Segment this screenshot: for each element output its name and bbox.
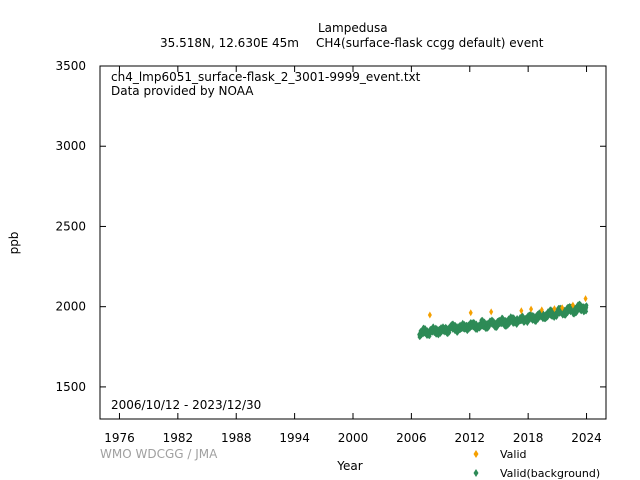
chart-species: CH4(surface-flask ccgg default) event [316,36,544,50]
chart-station: Lampedusa [318,21,388,35]
x-tick-label: 2024 [571,431,602,445]
y-axis-label: ppb [7,232,21,255]
valid-point [468,309,473,317]
legend-background-label: Valid(background) [500,467,600,480]
x-tick-label: 1976 [104,431,135,445]
x-tick-label: 1988 [221,431,252,445]
valid-point [539,306,544,314]
plot-area [99,65,607,420]
y-tick-label: 3500 [55,59,86,73]
y-tick-label: 2500 [55,219,86,233]
series-background-points [417,300,589,341]
valid-point [560,304,565,312]
background-point [584,302,589,309]
date-range: 2006/10/12 - 2023/12/30 [111,398,261,412]
x-tick-label: 2018 [513,431,544,445]
background-point [584,308,589,315]
valid-point [570,301,575,309]
x-axis-label: Year [336,459,362,473]
y-tick-label: 1500 [55,380,86,394]
series-valid-points [427,295,588,319]
x-tick-label: 2000 [338,431,369,445]
credit-label: WMO WDCGG / JMA [100,447,218,461]
legend-valid-label: Valid [500,448,527,461]
x-tick-label: 1982 [163,431,194,445]
y-axis: 1500 2000 2500 3000 3500 [55,59,606,394]
valid-point [552,305,557,313]
data-provider: Data provided by NOAA [111,84,254,98]
valid-point [583,295,588,303]
x-tick-label: 1994 [279,431,310,445]
x-tick-label: 2012 [454,431,485,445]
y-tick-label: 3000 [55,139,86,153]
y-tick-label: 2000 [55,300,86,314]
legend: Valid Valid(background) [473,448,600,480]
valid-point [427,311,432,319]
valid-point [529,305,534,313]
valid-point [489,308,494,316]
data-filename: ch4_lmp6051_surface-flask_2_3001-9999_ev… [111,70,421,84]
legend-background-marker [473,469,479,477]
legend-valid-marker [473,450,479,458]
valid-point [519,307,524,315]
x-tick-label: 2006 [396,431,427,445]
chart-location: 35.518N, 12.630E 45m [160,36,299,50]
x-axis: 1976 1982 1988 1994 2000 2006 2012 2018 2024 [104,66,602,445]
